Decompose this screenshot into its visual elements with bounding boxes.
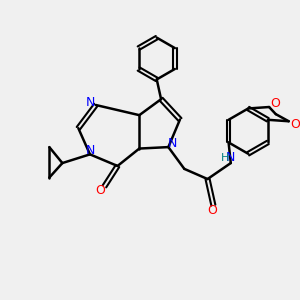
Text: H: H xyxy=(221,153,229,163)
Text: O: O xyxy=(271,97,281,110)
Text: N: N xyxy=(85,96,94,109)
Text: N: N xyxy=(226,151,236,164)
Text: O: O xyxy=(290,118,300,131)
Text: N: N xyxy=(168,137,177,150)
Text: O: O xyxy=(207,205,217,218)
Text: N: N xyxy=(85,144,94,158)
Text: O: O xyxy=(95,184,105,197)
